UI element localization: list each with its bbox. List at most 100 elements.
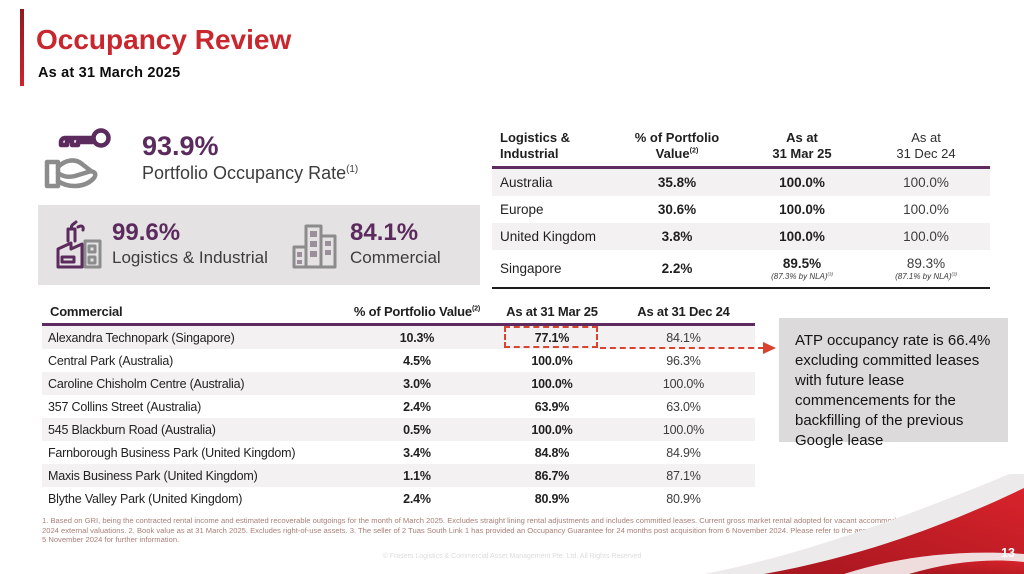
cell-portfolio-value: 2.2% (661, 261, 693, 276)
cell-dec24: 96.3% (666, 353, 701, 368)
highlight-dashed-box (504, 326, 598, 348)
table-row: United Kingdom 3.8% 100.0% 100.0% (492, 223, 990, 250)
table-row: Australia 35.8% 100.0% 100.0% (492, 169, 990, 196)
atp-callout-box: ATP occupancy rate is 66.4% excluding co… (779, 318, 1008, 449)
table-row: Central Park (Australia) 4.5% 100.0% 96.… (42, 349, 755, 372)
commercial-header-mar25: As at 31 Mar 25 (506, 304, 598, 319)
cell-mar25: 80.9% (534, 491, 570, 506)
title-accent-bar (20, 9, 24, 86)
portfolio-occupancy-label: Portfolio Occupancy Rate(1) (142, 163, 359, 183)
cell-portfolio-value: 2.4% (403, 491, 431, 506)
cell-dec24: 100.0% (662, 376, 705, 391)
cell-mar25: 100.0% (779, 202, 825, 217)
cell-mar25: 86.7% (534, 468, 570, 483)
cell-dec24: 63.0% (666, 399, 701, 414)
buildings-icon (290, 223, 340, 274)
page-subtitle: As at 31 March 2025 (38, 65, 181, 81)
logistics-occupancy-value: 99.6% (112, 219, 181, 246)
commercial-occupancy-label: Commercial (350, 248, 441, 267)
arrow-right-icon (763, 342, 776, 354)
cell-portfolio-value: 3.0% (403, 376, 431, 391)
cell-mar25: 100.0% (779, 229, 825, 244)
corner-ribbon-decoration (704, 468, 1024, 574)
cell-portfolio-value: 3.4% (403, 445, 431, 460)
cell-mar25: 100.0% (779, 175, 825, 190)
cell-mar25: 100.0% (531, 376, 573, 391)
cell-portfolio-value: 4.5% (403, 353, 431, 368)
cell-dec24: 87.1% (666, 468, 701, 483)
li-table-header: Logistics & Industrial % of Portfolio Valu… (492, 130, 990, 169)
cell-dec24: 84.1% (666, 330, 701, 345)
segment-stats-box: 99.6% Logistics & Industrial 84.1% Comme… (38, 205, 480, 285)
cell-dec24: 89.3% (87.1% by NLA)(3) (862, 256, 990, 281)
cell-mar25: 63.9% (534, 399, 570, 414)
commercial-header-property: Commercial (50, 304, 123, 319)
footnotes: 1. Based on GRI, being the contracted re… (42, 516, 985, 545)
table-row: 357 Collins Street (Australia) 2.4% 63.9… (42, 395, 755, 418)
table-row: Alexandra Technopark (Singapore) 10.3% 7… (42, 326, 755, 349)
cell-mar25: 100.0% (531, 353, 573, 368)
commercial-header-dec24: As at 31 Dec 24 (637, 304, 730, 319)
footnote-ref-2: (2) (689, 146, 699, 155)
cell-property: Central Park (Australia) (48, 353, 174, 368)
cell-dec24: 100.0% (903, 229, 949, 244)
cell-property: Caroline Chisholm Centre (Australia) (48, 376, 245, 391)
table-row: Blythe Valley Park (United Kingdom) 2.4%… (42, 487, 755, 510)
cell-mar25: 100.0% (531, 422, 573, 437)
table-row: Farnborough Business Park (United Kingdo… (42, 441, 755, 464)
logistics-industrial-table: Logistics & Industrial % of Portfolio Valu… (492, 130, 990, 289)
cell-property: 357 Collins Street (Australia) (48, 399, 202, 414)
cell-dec24: 100.0% (903, 175, 949, 190)
copyright-text: © Frasers Logistics & Commercial Asset M… (382, 553, 642, 560)
commercial-table-header: Commercial % of Portfolio Value(2) As at… (42, 304, 755, 326)
li-header-segment: Logistics & Industrial (500, 130, 571, 161)
footnote-ref-3: (3) (951, 271, 957, 277)
footnote-ref-2: (2) (471, 304, 481, 313)
cell-property: Blythe Valley Park (United Kingdom) (48, 491, 243, 506)
factory-icon (54, 219, 106, 276)
nla-note: (87.3% by NLA)(3) (771, 271, 833, 281)
li-header-portfolio-value: % of Portfolio Value(2) (634, 130, 720, 161)
commercial-header-portfolio-value: % of Portfolio Value(2) (353, 304, 481, 319)
cell-portfolio-value: 2.4% (403, 399, 431, 414)
table-row: 545 Blackburn Road (Australia) 0.5% 100.… (42, 418, 755, 441)
portfolio-occupancy-value: 93.9% (142, 131, 219, 161)
cell-portfolio-value: 0.5% (403, 422, 431, 437)
table-row: Caroline Chisholm Centre (Australia) 3.0… (42, 372, 755, 395)
cell-dec24: 84.9% (666, 445, 701, 460)
cell-mar25: 89.5% (87.3% by NLA)(3) (742, 256, 862, 281)
table-row: Maxis Business Park (United Kingdom) 1.1… (42, 464, 755, 487)
nla-note: (87.1% by NLA)(3) (895, 271, 957, 281)
cell-property: Alexandra Technopark (Singapore) (48, 330, 235, 345)
cell-region: Europe (500, 202, 544, 217)
cell-region: United Kingdom (500, 229, 597, 244)
cell-mar25: 84.8% (534, 445, 570, 460)
cell-dec24: 100.0% (903, 202, 949, 217)
cell-portfolio-value: 1.1% (403, 468, 431, 483)
cell-portfolio-value: 10.3% (399, 330, 435, 345)
cell-dec24: 80.9% (666, 491, 701, 506)
highlight-dashed-line (600, 347, 764, 349)
cell-region: Singapore (500, 261, 562, 276)
cell-portfolio-value: 3.8% (661, 229, 693, 244)
page-number: 13 (1001, 546, 1015, 560)
table-row: Singapore 2.2% 89.5% (87.3% by NLA)(3) 89… (492, 250, 990, 287)
cell-property: 545 Blackburn Road (Australia) (48, 422, 216, 437)
cell-portfolio-value: 30.6% (657, 202, 697, 217)
cell-mar25: 77.1% (534, 330, 570, 345)
li-header-dec24: As at 31 Dec 24 (896, 130, 956, 161)
footnote-ref-1: (1) (346, 164, 359, 175)
cell-region: Australia (500, 175, 553, 190)
cell-portfolio-value: 35.8% (657, 175, 697, 190)
li-table-body: Australia 35.8% 100.0% 100.0% Europe 30.… (492, 169, 990, 289)
cell-property: Maxis Business Park (United Kingdom) (48, 468, 258, 483)
cell-property: Farnborough Business Park (United Kingdo… (48, 445, 296, 460)
footnote-ref-3: (3) (827, 271, 833, 277)
logistics-occupancy-label: Logistics & Industrial (112, 248, 268, 267)
cell-dec24: 100.0% (662, 422, 705, 437)
li-header-mar25: As at 31 Mar 25 (772, 130, 832, 161)
commercial-occupancy-value: 84.1% (350, 219, 419, 246)
commercial-table: Commercial % of Portfolio Value(2) As at… (42, 304, 755, 510)
table-row: Europe 30.6% 100.0% 100.0% (492, 196, 990, 223)
page-title: Occupancy Review (36, 24, 292, 55)
